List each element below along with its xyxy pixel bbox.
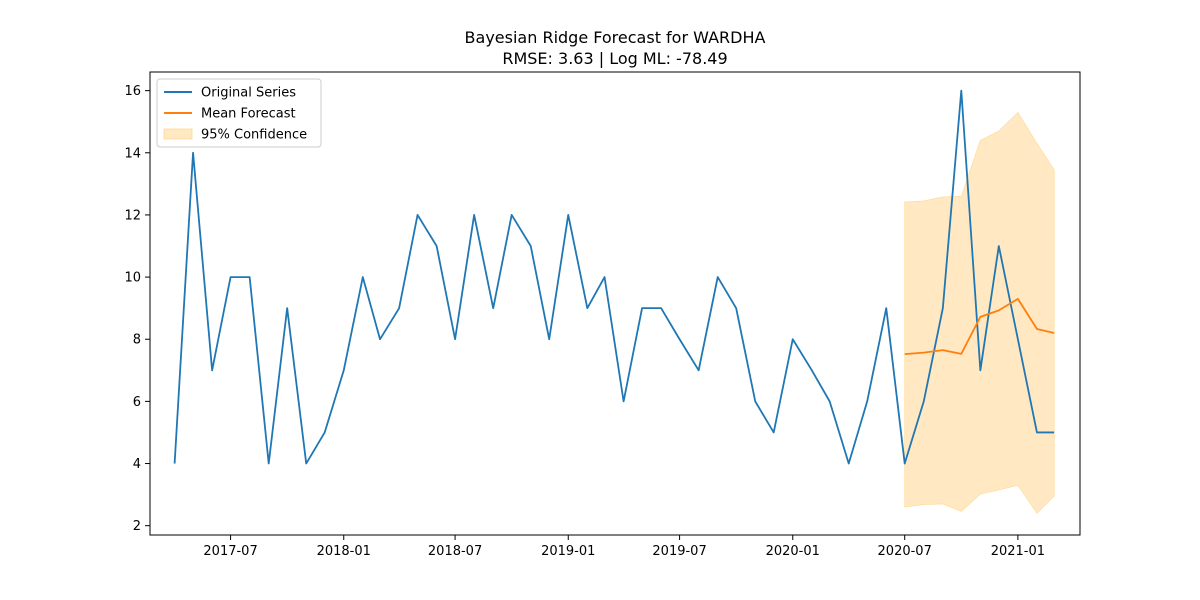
x-tick-label: 2019-07 bbox=[652, 544, 706, 559]
legend-swatch-confidence bbox=[163, 128, 193, 140]
chart-subtitle: RMSE: 3.63 | Log ML: -78.49 bbox=[502, 49, 727, 68]
y-tick-label: 16 bbox=[124, 84, 141, 99]
legend-box bbox=[156, 78, 322, 148]
x-tick-label: 2017-07 bbox=[203, 544, 257, 559]
legend-label: Original Series bbox=[201, 86, 296, 101]
y-tick-label: 4 bbox=[133, 457, 141, 472]
chart-title: Bayesian Ridge Forecast for WARDHA bbox=[465, 28, 766, 47]
plot-frame bbox=[149, 71, 1081, 536]
x-tick-label: 2021-01 bbox=[991, 544, 1045, 559]
legend: Original Series Mean Forecast 95% Confiden… bbox=[156, 78, 322, 148]
y-tick-label: 2 bbox=[133, 519, 141, 534]
y-tick-label: 14 bbox=[124, 146, 141, 161]
mean-forecast-line bbox=[904, 297, 1055, 356]
x-tick-label: 2018-07 bbox=[428, 544, 482, 559]
legend-label: 95% Confidence bbox=[201, 128, 307, 143]
x-tick-label: 2020-01 bbox=[766, 544, 820, 559]
confidence-band bbox=[904, 111, 1055, 514]
legend-label: Mean Forecast bbox=[201, 107, 296, 122]
y-tick-label: 10 bbox=[124, 271, 141, 286]
original-series-line bbox=[173, 89, 1055, 465]
y-tick-label: 12 bbox=[124, 208, 141, 223]
x-tick-label: 2019-01 bbox=[541, 544, 595, 559]
x-tick-label: 2018-01 bbox=[317, 544, 371, 559]
y-tick-label: 8 bbox=[133, 333, 141, 348]
axes-layer: 2017-07 2018-01 2018-07 2019-01 2019-07 2020-… bbox=[124, 71, 1081, 559]
confidence-band-layer bbox=[904, 111, 1055, 514]
series-layer bbox=[173, 89, 1055, 465]
y-tick-label: 6 bbox=[133, 395, 141, 410]
x-tick-label: 2020-07 bbox=[878, 544, 932, 559]
